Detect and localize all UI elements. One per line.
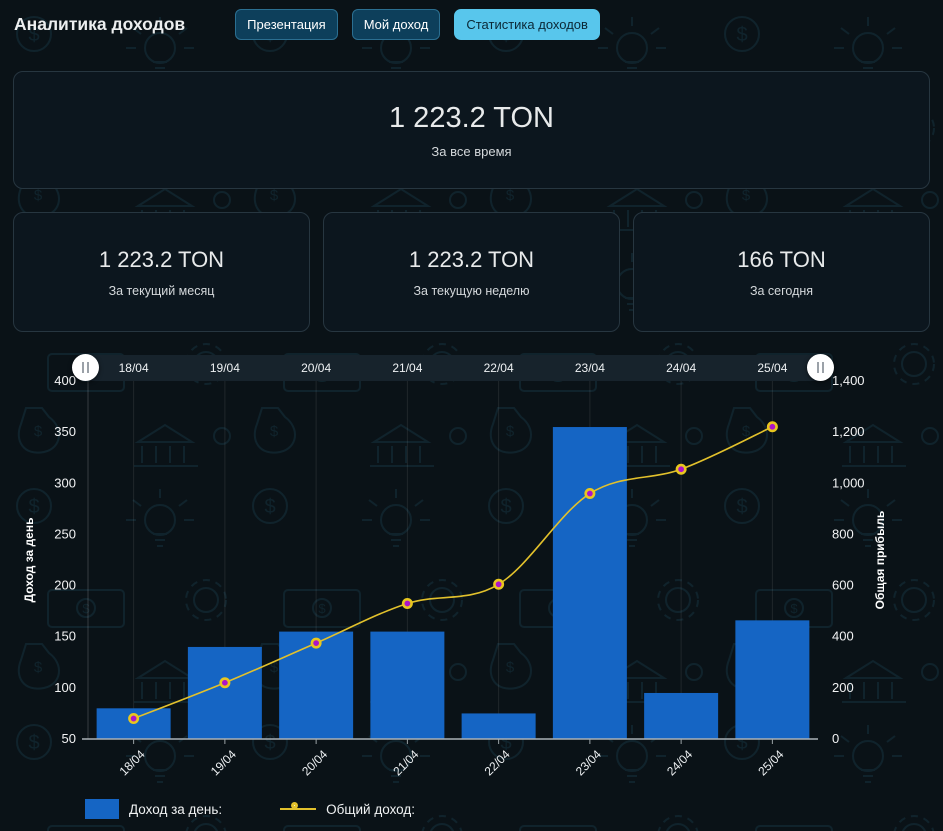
line-point-25/04[interactable] [766, 421, 778, 433]
total-income-label: За все время [431, 143, 512, 159]
legend-label: Общий доход: [326, 801, 416, 817]
summary-card-2: 1 223.2 TON За текущую неделю [323, 212, 620, 332]
svg-text:23/04: 23/04 [573, 747, 604, 778]
svg-text:1,400: 1,400 [832, 373, 865, 388]
slider-date-label: 24/04 [666, 361, 697, 375]
summary-card-label: За текущую неделю [413, 283, 530, 298]
nav-button-2[interactable]: Мой доход [351, 9, 441, 40]
bar-20/04[interactable] [279, 631, 354, 739]
chart-legend: Доход за день: Общий доход: [85, 799, 415, 819]
svg-text:200: 200 [54, 578, 76, 593]
header-nav: Презентация Мой доход Статистика доходов [235, 9, 600, 40]
summary-card-value: 166 TON [737, 246, 826, 272]
svg-text:1,000: 1,000 [832, 475, 865, 490]
line-point-23/04[interactable] [584, 488, 596, 500]
line-point-20/04[interactable] [310, 637, 322, 649]
svg-text:800: 800 [832, 526, 854, 541]
range-slider-left-handle[interactable] [72, 354, 99, 381]
summary-card-label: За текущий месяц [108, 283, 215, 298]
legend-bar-swatch-icon [85, 799, 119, 819]
legend-item-1[interactable]: Доход за день: [85, 799, 222, 819]
slider-date-label: 19/04 [209, 361, 240, 375]
summary-card-1: 1 223.2 TON За текущий месяц [13, 212, 310, 332]
svg-text:18/04: 18/04 [117, 747, 148, 778]
legend-line-dot-icon [280, 802, 317, 816]
svg-text:400: 400 [832, 629, 854, 644]
nav-button-3[interactable]: Статистика доходов [454, 9, 600, 40]
svg-text:50: 50 [62, 731, 76, 746]
bar-24/04[interactable] [644, 692, 719, 739]
axis-tick-labels: 400 350 300 250 200 150 100 50 1,400 1,200 1,000 80… [54, 373, 864, 746]
summary-card-label: За сегодня [749, 283, 814, 298]
summary-cards-row: 1 223.2 TON За текущий месяц 1 223.2 TON За… [13, 212, 930, 332]
svg-text:150: 150 [54, 629, 76, 644]
income-chart: 18/04 19/04 20/04 21/04 22/04 23/04 24/04 25/04… [0, 350, 943, 828]
summary-card-value: 1 223.2 TON [98, 246, 225, 272]
nav-button-1[interactable]: Презентация [235, 9, 338, 40]
svg-text:1,200: 1,200 [832, 424, 865, 439]
svg-text:19/04: 19/04 [208, 747, 239, 778]
line-point-22/04[interactable] [493, 578, 505, 590]
svg-text:400: 400 [54, 373, 76, 388]
svg-text:21/04: 21/04 [390, 747, 421, 778]
svg-text:25/04: 25/04 [755, 747, 786, 778]
svg-text:250: 250 [54, 526, 76, 541]
total-income-card: 1 223.2 TON За все время [13, 71, 930, 189]
svg-text:300: 300 [54, 475, 76, 490]
legend-item-2[interactable]: Общий доход: [280, 802, 415, 817]
line-point-19/04[interactable] [219, 677, 231, 689]
chart-canvas: 400 350 300 250 200 150 100 50 1,400 1,200 1,000 80… [22, 373, 887, 778]
line-point-24/04[interactable] [675, 463, 687, 475]
left-axis-title: Доход за день [22, 518, 36, 603]
svg-text:600: 600 [832, 578, 854, 593]
bar-22/04[interactable] [461, 713, 536, 739]
slider-date-label: 22/04 [483, 361, 514, 375]
header: Аналитика доходов Презентация Мой доход Ст… [0, 0, 943, 45]
summary-card-3: 166 TON За сегодня [633, 212, 930, 332]
slider-date-label: 25/04 [757, 361, 788, 375]
slider-date-label: 23/04 [574, 361, 605, 375]
svg-text:20/04: 20/04 [299, 747, 330, 778]
date-range-slider-track[interactable] [75, 355, 832, 381]
svg-text:24/04: 24/04 [664, 747, 695, 778]
right-axis-title: Общая прибыль [873, 511, 887, 610]
total-income-value: 1 223.2 TON [389, 101, 554, 134]
bar-21/04[interactable] [370, 631, 445, 739]
svg-text:200: 200 [832, 680, 854, 695]
svg-text:100: 100 [54, 680, 76, 695]
range-slider-right-handle[interactable] [807, 354, 834, 381]
bar-23/04[interactable] [552, 427, 627, 739]
summary-card-value: 1 223.2 TON [408, 246, 535, 272]
slider-date-label: 18/04 [118, 361, 149, 375]
bar-25/04[interactable] [735, 620, 810, 739]
svg-text:350: 350 [54, 424, 76, 439]
svg-text:0: 0 [832, 731, 839, 746]
line-point-18/04[interactable] [128, 713, 140, 725]
svg-text:22/04: 22/04 [482, 747, 513, 778]
line-point-21/04[interactable] [401, 597, 413, 609]
slider-date-label: 21/04 [392, 361, 423, 375]
page-title: Аналитика доходов [14, 14, 186, 34]
legend-label: Доход за день: [129, 801, 223, 817]
slider-date-label: 20/04 [301, 361, 332, 375]
x-axis-labels: 18/04 19/04 20/04 21/04 22/04 23/04 24/04 25/04 [117, 747, 787, 778]
